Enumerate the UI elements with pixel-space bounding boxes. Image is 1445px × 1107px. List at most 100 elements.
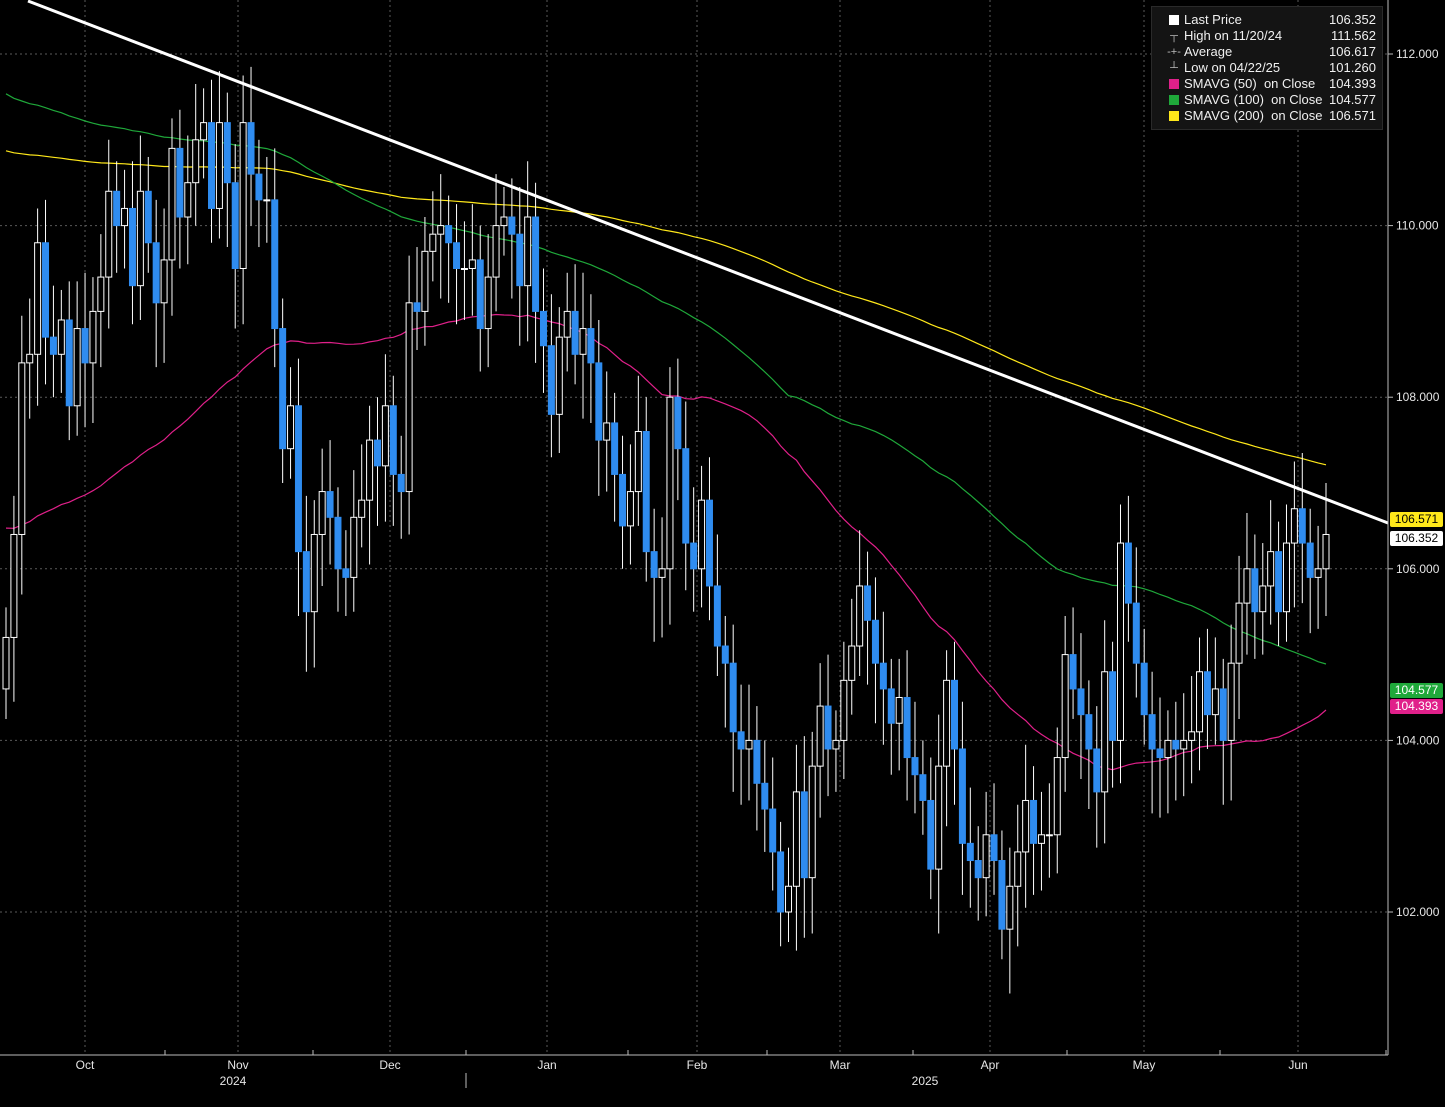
- candle: [453, 204, 461, 325]
- candle: [318, 448, 326, 586]
- candle-body-down: [326, 491, 334, 518]
- candle: [1314, 525, 1322, 629]
- candle-body-down: [903, 697, 911, 759]
- candle-body-down: [1203, 671, 1211, 716]
- candle: [990, 783, 998, 895]
- candle: [777, 821, 785, 947]
- candle-body-up: [1061, 654, 1069, 759]
- legend-row-low: ┴ Low on 04/22/25 101.260: [1152, 60, 1382, 76]
- candle: [792, 744, 800, 951]
- candle-body-down: [650, 551, 658, 578]
- candle: [927, 757, 935, 900]
- candle-body-up: [18, 362, 26, 535]
- candle-body-up: [121, 207, 129, 227]
- candle: [1061, 615, 1069, 792]
- candle: [1172, 701, 1180, 801]
- candle-body-up: [10, 533, 18, 638]
- candle: [682, 401, 690, 591]
- candle: [302, 495, 310, 672]
- candle-body-up: [287, 405, 295, 450]
- candle-body-up: [1267, 551, 1275, 587]
- candle: [626, 444, 634, 565]
- candle: [287, 367, 295, 479]
- candle-body-down: [919, 774, 927, 801]
- candle: [1298, 452, 1306, 604]
- candle-body-up: [1045, 834, 1053, 837]
- x-tick-label: Dec: [379, 1058, 400, 1072]
- candle: [144, 156, 152, 273]
- candle: [745, 684, 753, 801]
- candle-body-up: [1164, 739, 1172, 759]
- candle-body-down: [65, 319, 73, 407]
- candle: [492, 174, 500, 312]
- candle: [856, 530, 864, 677]
- legend-swatch: [1169, 15, 1179, 25]
- candle: [737, 684, 745, 805]
- candle-body-up: [1211, 688, 1219, 716]
- legend-value: 104.577: [1329, 92, 1376, 107]
- candle: [713, 534, 721, 677]
- candle-body-up: [666, 396, 674, 570]
- legend-value: 101.260: [1329, 60, 1376, 75]
- candle-body-up: [816, 705, 824, 767]
- candle: [200, 88, 208, 179]
- legend-row-sma200: SMAVG (200) on Close 106.571: [1152, 108, 1382, 124]
- candle: [358, 444, 366, 548]
- candle-body-up: [848, 645, 856, 681]
- candle-body-up: [421, 250, 429, 312]
- candle-body-up: [310, 533, 318, 613]
- candle: [603, 371, 611, 492]
- candle-body-down: [595, 362, 603, 441]
- candle-body-up: [437, 225, 445, 235]
- candle-body-up: [239, 122, 247, 269]
- legend-label: SMAVG (200) on Close: [1184, 108, 1323, 123]
- candle-body-up: [1188, 731, 1196, 741]
- trendline-resistance: [27, 0, 1389, 525]
- price-tag-sma50: 104.393: [1390, 699, 1443, 714]
- candle: [508, 178, 516, 299]
- candle-body-up: [895, 697, 903, 724]
- price-tag-sma200: 106.571: [1390, 512, 1443, 527]
- candle-body-up: [792, 791, 800, 887]
- candle: [263, 156, 271, 243]
- candle: [121, 169, 129, 269]
- candle-body-down: [713, 585, 721, 647]
- candle: [816, 663, 824, 818]
- candle: [342, 530, 350, 616]
- candle-body-down: [413, 302, 421, 312]
- candle-body-down: [516, 233, 524, 287]
- candle: [666, 367, 674, 625]
- candle: [326, 440, 334, 565]
- y-tick-label: 108.000: [1396, 390, 1440, 404]
- candle: [460, 221, 468, 320]
- candle-body-up: [57, 319, 65, 355]
- candle: [824, 654, 832, 797]
- candle: [619, 435, 627, 569]
- candle: [484, 234, 492, 368]
- candle: [1148, 671, 1156, 814]
- candle: [1180, 693, 1188, 797]
- candle: [231, 144, 239, 329]
- candle-body-down: [144, 190, 152, 244]
- candle: [421, 217, 429, 346]
- candle: [1014, 804, 1022, 947]
- candle: [1053, 727, 1061, 874]
- candle: [1243, 513, 1251, 655]
- candle-body-up: [1314, 568, 1322, 578]
- x-tick-label: Nov: [227, 1058, 248, 1072]
- candle: [808, 731, 816, 934]
- candle-body-down: [690, 542, 698, 570]
- candle: [105, 139, 113, 329]
- candle-body-up: [658, 568, 666, 578]
- candle: [310, 500, 318, 668]
- candle-body-down: [990, 834, 998, 862]
- candle: [1164, 710, 1172, 814]
- candle-body-down: [223, 122, 231, 184]
- candle: [1282, 504, 1290, 642]
- candle-body-up: [524, 216, 532, 287]
- candle-body-down: [1093, 748, 1101, 793]
- candle-body-up: [1243, 568, 1251, 604]
- candle: [650, 508, 658, 642]
- candle: [97, 234, 105, 368]
- y-tick-label: 106.000: [1396, 562, 1440, 576]
